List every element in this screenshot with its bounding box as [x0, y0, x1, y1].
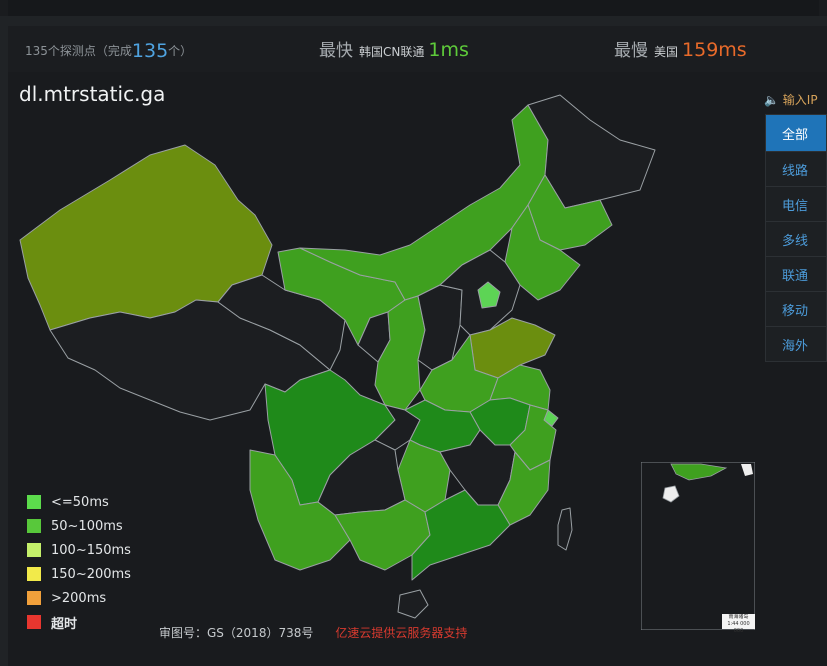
tab-3[interactable]: 多线 — [765, 222, 827, 257]
slowest-value: 159ms — [682, 39, 747, 61]
region-shaanxi[interactable] — [374, 295, 426, 411]
inset-scale: 南海诸岛 1:44 000 000 — [722, 614, 755, 634]
target-domain: dl.mtrstatic.ga — [19, 82, 166, 106]
top-strip-inner — [8, 0, 819, 16]
speaker-icon: 🔈 — [764, 93, 779, 107]
probe-count: 135个探测点（完成135个） — [25, 40, 192, 62]
inset-frame — [641, 462, 755, 630]
legend-item: <=50ms — [27, 490, 131, 514]
legend-swatch — [27, 615, 41, 629]
legend-swatch — [27, 567, 41, 581]
legend-label: 100~150ms — [51, 542, 131, 558]
fastest-value: 1ms — [428, 39, 469, 61]
inset-mainland — [670, 463, 728, 481]
legend-item: 100~150ms — [27, 538, 131, 562]
tab-0[interactable]: 全部 — [765, 114, 827, 152]
region-heilongjiang[interactable] — [527, 94, 656, 209]
legend-item: 150~200ms — [27, 562, 131, 586]
isp-filter-tabs: 全部 线路 电信 多线 联通 移动 海外 — [765, 114, 827, 362]
legend-swatch — [27, 591, 41, 605]
tab-5[interactable]: 移动 — [765, 292, 827, 327]
stats-bar: 135个探测点（完成135个） 最快 韩国CN联通 1ms 最慢 美国 159ms — [8, 26, 827, 73]
legend-label: 150~200ms — [51, 566, 131, 582]
region-hainan[interactable] — [397, 589, 429, 619]
south-china-sea-inset — [641, 462, 755, 630]
legend-swatch — [27, 543, 41, 557]
legend-item: 50~100ms — [27, 514, 131, 538]
legend-label: >200ms — [51, 590, 107, 606]
slowest-location: 美国 — [654, 45, 679, 59]
tab-2[interactable]: 电信 — [765, 187, 827, 222]
probe-count-done: 135 — [131, 40, 169, 62]
legend-label: <=50ms — [51, 494, 109, 510]
ip-input-label: 输入IP — [782, 93, 818, 107]
region-taiwan[interactable] — [557, 507, 573, 551]
legend-swatch — [27, 519, 41, 533]
legend-label: 超时 — [51, 616, 78, 632]
legend-swatch — [27, 495, 41, 509]
tab-6[interactable]: 海外 — [765, 327, 827, 362]
tab-1[interactable]: 线路 — [765, 152, 827, 187]
sponsor-link[interactable]: 亿速云提供云服务器支持 — [335, 626, 468, 640]
legend-item: 超时 — [27, 610, 131, 634]
inset-hainan — [662, 485, 680, 503]
latency-legend: <=50ms 50~100ms 100~150ms 150~200ms >200… — [27, 490, 131, 634]
fastest-title: 最快 — [319, 41, 353, 61]
slowest-title: 最慢 — [614, 41, 648, 61]
inset-taiwan — [741, 464, 753, 476]
region-guangdong[interactable] — [411, 489, 511, 581]
map-approval-number: 审图号：GS（2018）738号 — [159, 626, 314, 640]
ip-input-toggle[interactable]: 🔈 输入IP — [764, 91, 827, 108]
legend-label: 50~100ms — [51, 518, 123, 534]
region-beijing[interactable] — [477, 281, 501, 309]
region-fujian[interactable] — [497, 451, 551, 526]
probe-count-prefix: 135个探测点（完成 — [25, 44, 132, 58]
top-strip — [0, 0, 827, 16]
region-qinghai[interactable] — [217, 274, 346, 371]
fastest-location: 韩国CN联通 — [359, 45, 425, 59]
inset-label: 南海诸岛 — [728, 614, 749, 620]
legend-item: >200ms — [27, 586, 131, 610]
map-footer: 审图号：GS（2018）738号 亿速云提供云服务器支持 — [159, 624, 467, 641]
probe-count-suffix: 个） — [168, 44, 193, 58]
fastest-stat: 最快 韩国CN联通 1ms — [319, 36, 469, 61]
slowest-stat: 最慢 美国 159ms — [614, 36, 747, 61]
tab-4[interactable]: 联通 — [765, 257, 827, 292]
